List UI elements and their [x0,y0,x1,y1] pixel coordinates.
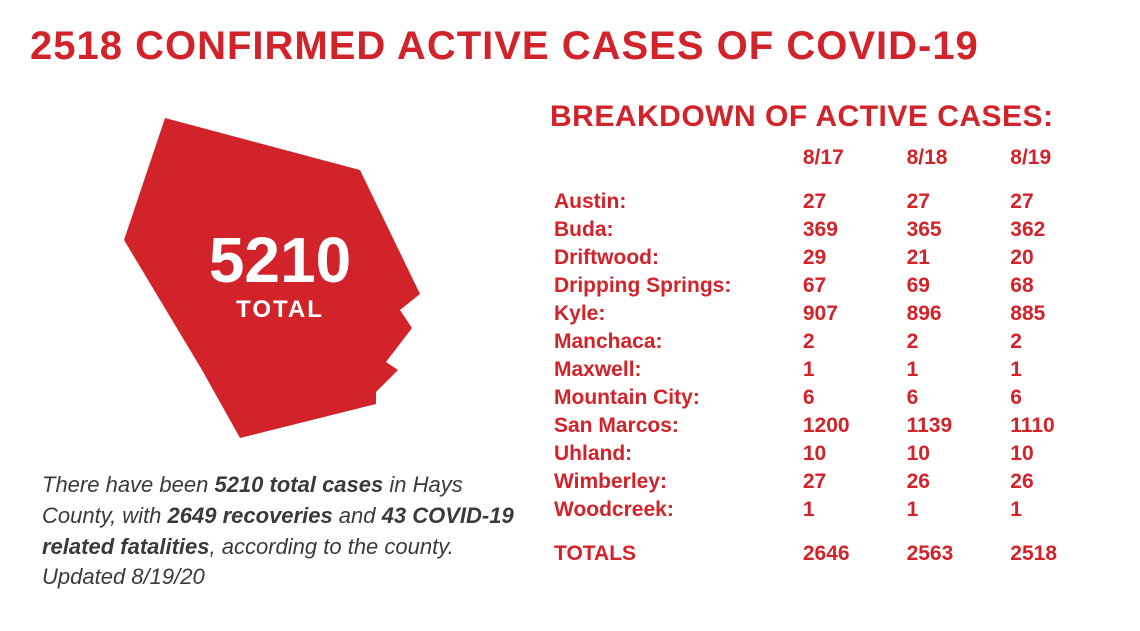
value-cell: 6 [799,384,903,412]
location-cell: Kyle: [550,300,799,328]
table-header-date: 8/17 [799,142,903,188]
table-row: Dripping Springs:676968 [550,272,1110,300]
value-cell: 6 [1006,384,1110,412]
table-row: San Marcos:120011391110 [550,412,1110,440]
value-cell: 1 [903,356,1007,384]
location-cell: Maxwell: [550,356,799,384]
table-row: Uhland:101010 [550,440,1110,468]
value-cell: 21 [903,244,1007,272]
value-cell: 365 [903,216,1007,244]
breakdown-table: 8/17 8/18 8/19 Austin:272727Buda:3693653… [550,142,1110,568]
total-cases-number: 5210 [90,228,470,292]
value-cell: 68 [1006,272,1110,300]
table-row: Mountain City:666 [550,384,1110,412]
table-row: Austin:272727 [550,188,1110,216]
totals-value: 2518 [1006,524,1110,568]
table-row: Driftwood:292120 [550,244,1110,272]
value-cell: 1200 [799,412,903,440]
value-cell: 10 [799,440,903,468]
value-cell: 885 [1006,300,1110,328]
value-cell: 896 [903,300,1007,328]
location-cell: Dripping Springs: [550,272,799,300]
location-cell: San Marcos: [550,412,799,440]
summary-part: There have been [42,472,214,497]
summary-bold-recoveries: 2649 recoveries [168,503,333,528]
value-cell: 369 [799,216,903,244]
location-cell: Buda: [550,216,799,244]
total-cases-label: TOTAL [90,296,470,324]
value-cell: 2 [903,328,1007,356]
table-totals-row: TOTALS 2646 2563 2518 [550,524,1110,568]
value-cell: 29 [799,244,903,272]
table-header-date: 8/19 [1006,142,1110,188]
table-row: Manchaca:222 [550,328,1110,356]
table-row: Buda:369365362 [550,216,1110,244]
table-row: Wimberley:272626 [550,468,1110,496]
totals-label: TOTALS [550,524,799,568]
value-cell: 27 [903,188,1007,216]
value-cell: 362 [1006,216,1110,244]
value-cell: 69 [903,272,1007,300]
value-cell: 20 [1006,244,1110,272]
value-cell: 1 [799,496,903,524]
value-cell: 2 [1006,328,1110,356]
value-cell: 10 [1006,440,1110,468]
value-cell: 27 [799,188,903,216]
value-cell: 1 [799,356,903,384]
location-cell: Wimberley: [550,468,799,496]
summary-bold-total: 5210 total cases [214,472,383,497]
value-cell: 10 [903,440,1007,468]
value-cell: 27 [1006,188,1110,216]
totals-value: 2646 [799,524,903,568]
value-cell: 1139 [903,412,1007,440]
table-header-row: 8/17 8/18 8/19 [550,142,1110,188]
location-cell: Manchaca: [550,328,799,356]
value-cell: 26 [1006,468,1110,496]
totals-value: 2563 [903,524,1007,568]
right-column: BREAKDOWN OF ACTIVE CASES: 8/17 8/18 8/1… [550,100,1110,568]
summary-part: and [333,503,382,528]
value-cell: 1 [903,496,1007,524]
county-shape: 5210 TOTAL [90,110,470,450]
value-cell: 907 [799,300,903,328]
location-cell: Austin: [550,188,799,216]
table-row: Maxwell:111 [550,356,1110,384]
location-cell: Driftwood: [550,244,799,272]
page-title: 2518 CONFIRMED ACTIVE CASES OF COVID-19 [30,24,1110,69]
value-cell: 27 [799,468,903,496]
table-row: Kyle:907896885 [550,300,1110,328]
location-cell: Woodcreek: [550,496,799,524]
value-cell: 26 [903,468,1007,496]
summary-text: There have been 5210 total cases in Hays… [30,470,530,593]
value-cell: 1 [1006,356,1110,384]
location-cell: Mountain City: [550,384,799,412]
table-header-blank [550,142,799,188]
table-header-date: 8/18 [903,142,1007,188]
table-row: Woodcreek:111 [550,496,1110,524]
value-cell: 6 [903,384,1007,412]
left-column: 5210 TOTAL There have been 5210 total ca… [30,100,530,593]
value-cell: 1110 [1006,412,1110,440]
value-cell: 2 [799,328,903,356]
value-cell: 67 [799,272,903,300]
breakdown-title: BREAKDOWN OF ACTIVE CASES: [550,100,1110,134]
value-cell: 1 [1006,496,1110,524]
location-cell: Uhland: [550,440,799,468]
